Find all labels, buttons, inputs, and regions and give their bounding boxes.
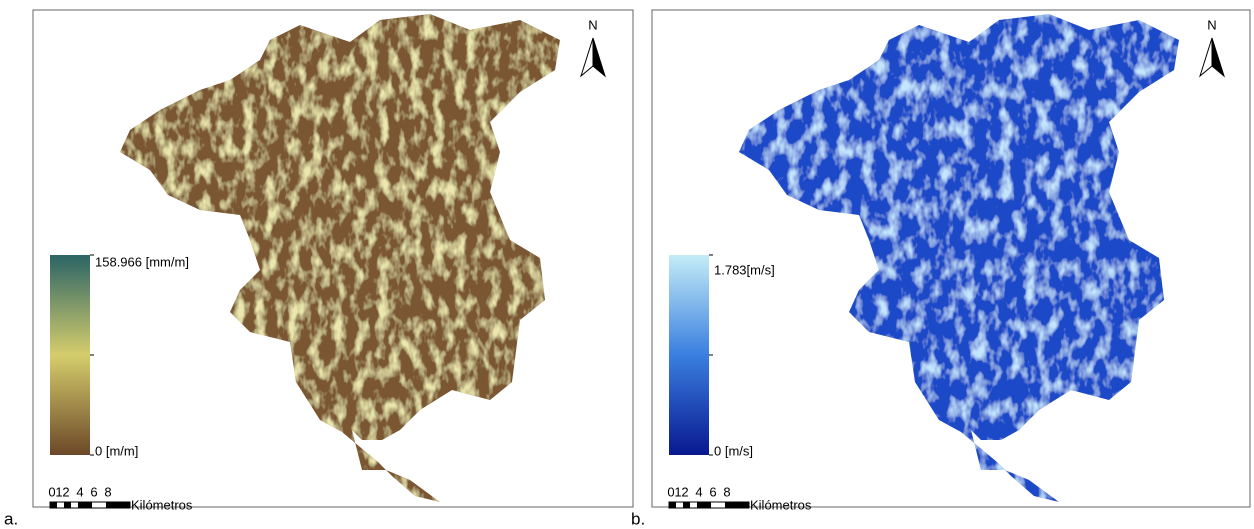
scale-segment (64, 502, 71, 508)
scale-segment (725, 502, 749, 508)
scale-label: 2 (62, 484, 69, 499)
scale-label: 6 (709, 484, 716, 499)
scale-label: 2 (681, 484, 688, 499)
scale-label: 6 (90, 484, 97, 499)
panel-label: a. (4, 509, 18, 528)
north-label: N (588, 17, 597, 32)
scale-unit: Kilómetros (750, 497, 812, 512)
legend-min: 0 [m/m] (95, 443, 138, 458)
scale-label: 4 (695, 484, 702, 499)
scale-label: 8 (104, 484, 111, 499)
page: {"panels": [ {"label": "a.", "north": "N… (0, 0, 1254, 529)
figure: N158.966 [mm/m]0 [m/m]012468Kilómetrosa.… (0, 0, 1254, 529)
scale-segment (697, 502, 711, 508)
legend-max: 158.966 [mm/m] (95, 254, 189, 269)
scale-segment (50, 502, 57, 508)
scale-segment (683, 502, 690, 508)
legend-bar (669, 255, 709, 455)
scale-unit: Kilómetros (131, 497, 193, 512)
legend-bar (50, 255, 90, 455)
scale-label: 8 (723, 484, 730, 499)
panel-label: b. (631, 509, 645, 528)
scale-segment (78, 502, 92, 508)
north-label: N (1207, 17, 1216, 32)
legend-min: 0 [m/s] (714, 443, 753, 458)
scale-segment (669, 502, 676, 508)
scale-segment (106, 502, 130, 508)
scale-label: 4 (76, 484, 83, 499)
legend-max: 1.783[m/s] (714, 262, 775, 277)
